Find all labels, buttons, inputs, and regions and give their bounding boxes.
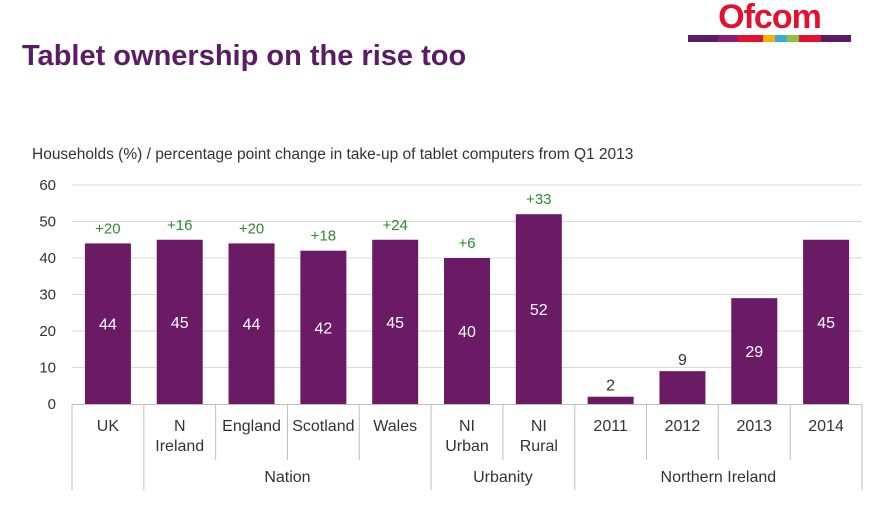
- bar-value-label: 29: [745, 344, 763, 361]
- bar: [300, 250, 347, 404]
- bar: [84, 243, 131, 404]
- y-tick-label: 60: [39, 177, 56, 194]
- category-label: Rural: [520, 438, 558, 455]
- ofcom-logo: Ofcom: [688, 0, 851, 42]
- bar-value-label: 44: [99, 317, 117, 334]
- group-label: Nation: [264, 469, 310, 486]
- y-tick-label: 10: [39, 360, 56, 377]
- bar: [515, 214, 562, 404]
- logo-wordmark: Ofcom: [718, 0, 822, 36]
- category-label: England: [222, 418, 281, 435]
- category-label: 2014: [808, 418, 844, 435]
- change-label: +24: [382, 217, 407, 234]
- chart-title: Households (%) / percentage point change…: [32, 146, 634, 163]
- bar-value-label: 2: [606, 378, 615, 395]
- logo-bar-segment: [821, 35, 851, 42]
- logo-bar-segment: [738, 35, 763, 42]
- change-label: +20: [95, 220, 120, 237]
- bar-value-label: 40: [458, 324, 476, 341]
- category-label: Wales: [373, 418, 417, 435]
- category-label: 2012: [665, 418, 701, 435]
- change-label: +6: [458, 235, 475, 252]
- category-label: Urban: [445, 438, 489, 455]
- logo-color-bar: [688, 35, 851, 42]
- bar-value-label: 45: [386, 315, 404, 332]
- change-label: +33: [526, 191, 551, 208]
- logo-bar-segment: [718, 35, 738, 42]
- bar: [803, 239, 850, 404]
- page-title: Tablet ownership on the rise too: [22, 40, 467, 72]
- logo-bar-segment: [688, 35, 718, 42]
- bar: [587, 396, 634, 404]
- change-label: +16: [167, 217, 192, 234]
- bar: [444, 258, 490, 404]
- bar-value-label: 9: [678, 352, 687, 369]
- bar: [731, 298, 778, 404]
- y-tick-label: 50: [39, 214, 56, 231]
- change-label: +18: [311, 228, 336, 245]
- category-label: Ireland: [155, 438, 204, 455]
- category-label: Scotland: [292, 418, 354, 435]
- y-tick-label: 20: [39, 323, 56, 340]
- bar: [372, 239, 419, 404]
- category-label: N: [174, 418, 186, 435]
- category-label: NI: [459, 418, 475, 435]
- bar-value-label: 45: [171, 315, 189, 332]
- category-label: 2013: [736, 418, 772, 435]
- logo-bar-segment: [763, 35, 775, 42]
- change-label: +20: [239, 220, 264, 237]
- bar: [156, 239, 203, 404]
- logo-bar-segment: [799, 35, 821, 42]
- bar-value-label: 52: [530, 302, 548, 319]
- y-tick-label: 40: [39, 250, 56, 267]
- bar: [228, 243, 275, 404]
- group-label: Urbanity: [473, 469, 533, 486]
- y-tick-label: 30: [39, 287, 56, 304]
- group-label: Northern Ireland: [661, 469, 777, 486]
- category-label: NI: [531, 418, 547, 435]
- logo-bar-segment: [775, 35, 787, 42]
- bar-value-label: 42: [314, 320, 332, 337]
- bar-value-label: 44: [243, 317, 261, 334]
- bar: [659, 371, 706, 404]
- category-label: UK: [97, 418, 120, 435]
- bar-value-label: 45: [817, 315, 835, 332]
- logo-bar-segment: [787, 35, 799, 42]
- category-label: 2011: [593, 418, 628, 435]
- y-tick-label: 0: [48, 396, 56, 413]
